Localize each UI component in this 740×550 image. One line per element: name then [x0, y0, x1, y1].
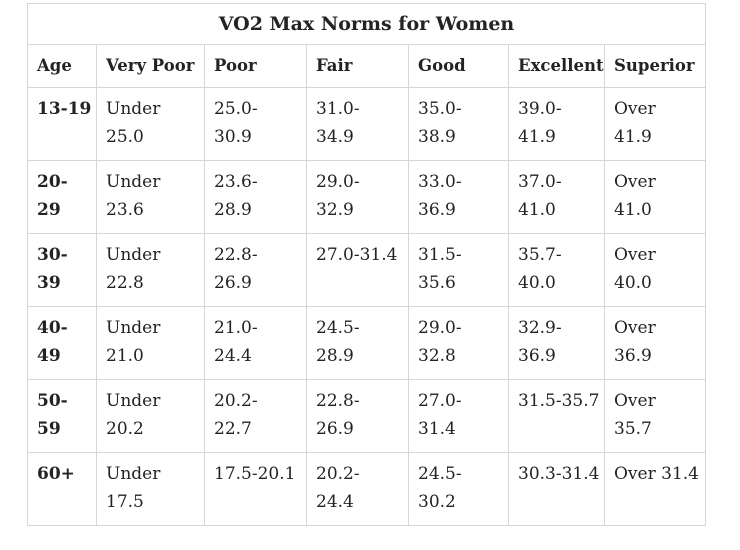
superior-cell: Over 41.0: [603, 160, 707, 234]
superior-cell: Over 36.9: [603, 306, 707, 380]
column-header-fair: Fair: [306, 44, 409, 88]
excellent-cell: 35.7- 40.0: [508, 233, 605, 307]
poor-cell: 20.2- 22.7: [204, 379, 307, 453]
page: VO2 Max Norms for Women Age Very Poor Po…: [0, 3, 740, 526]
very-poor-cell: Under 17.5: [96, 452, 205, 526]
column-header-excellent: Excellent: [508, 44, 605, 88]
header-row: Age Very Poor Poor Fair Good Excellent S…: [27, 44, 707, 88]
poor-cell: 22.8- 26.9: [204, 233, 307, 307]
table-row: 13-19 Under 25.0 25.0- 30.9 31.0- 34.9 3…: [27, 87, 707, 161]
column-header-poor: Poor: [204, 44, 307, 88]
superior-cell: Over 40.0: [603, 233, 707, 307]
column-header-age: Age: [27, 44, 97, 88]
excellent-cell: 30.3-31.4: [508, 452, 605, 526]
good-cell: 27.0- 31.4: [408, 379, 509, 453]
good-cell: 33.0- 36.9: [408, 160, 509, 234]
title-row: VO2 Max Norms for Women: [26, 3, 707, 45]
poor-cell: 25.0- 30.9: [204, 87, 307, 161]
excellent-cell: 32.9- 36.9: [508, 306, 605, 380]
excellent-cell: 39.0- 41.9: [508, 87, 605, 161]
age-cell: 13-19: [27, 87, 97, 161]
table-row: 40- 49 Under 21.0 21.0- 24.4 24.5- 28.9 …: [27, 306, 707, 380]
fair-cell: 31.0- 34.9: [306, 87, 409, 161]
column-header-very-poor: Very Poor: [96, 44, 205, 88]
age-cell: 50- 59: [27, 379, 97, 453]
age-cell: 60+: [27, 452, 97, 526]
good-cell: 35.0- 38.9: [408, 87, 509, 161]
fair-cell: 22.8- 26.9: [306, 379, 409, 453]
age-cell: 30- 39: [27, 233, 97, 307]
age-cell: 20- 29: [27, 160, 97, 234]
table-row: 30- 39 Under 22.8 22.8- 26.9 27.0-31.4 3…: [27, 233, 707, 307]
fair-cell: 20.2- 24.4: [306, 452, 409, 526]
fair-cell: 24.5- 28.9: [306, 306, 409, 380]
very-poor-cell: Under 22.8: [96, 233, 205, 307]
poor-cell: 21.0- 24.4: [204, 306, 307, 380]
good-cell: 24.5- 30.2: [408, 452, 509, 526]
fair-cell: 27.0-31.4: [306, 233, 409, 307]
table-title: VO2 Max Norms for Women: [26, 3, 707, 45]
very-poor-cell: Under 21.0: [96, 306, 205, 380]
very-poor-cell: Under 20.2: [96, 379, 205, 453]
superior-cell: Over 35.7: [603, 379, 707, 453]
good-cell: 29.0- 32.8: [408, 306, 509, 380]
superior-cell: Over 31.4: [603, 452, 707, 526]
fair-cell: 29.0- 32.9: [306, 160, 409, 234]
good-cell: 31.5- 35.6: [408, 233, 509, 307]
very-poor-cell: Under 23.6: [96, 160, 205, 234]
poor-cell: 17.5-20.1: [204, 452, 307, 526]
superior-cell: Over 41.9: [603, 87, 707, 161]
excellent-cell: 31.5-35.7: [508, 379, 605, 453]
poor-cell: 23.6- 28.9: [204, 160, 307, 234]
table-row: 60+ Under 17.5 17.5-20.1 20.2- 24.4 24.5…: [27, 452, 707, 526]
very-poor-cell: Under 25.0: [96, 87, 205, 161]
vo2-max-norms-table: VO2 Max Norms for Women Age Very Poor Po…: [26, 3, 707, 526]
excellent-cell: 37.0- 41.0: [508, 160, 605, 234]
column-header-good: Good: [408, 44, 509, 88]
table-row: 20- 29 Under 23.6 23.6- 28.9 29.0- 32.9 …: [27, 160, 707, 234]
column-header-superior: Superior: [603, 44, 707, 88]
table-row: 50- 59 Under 20.2 20.2- 22.7 22.8- 26.9 …: [27, 379, 707, 453]
age-cell: 40- 49: [27, 306, 97, 380]
